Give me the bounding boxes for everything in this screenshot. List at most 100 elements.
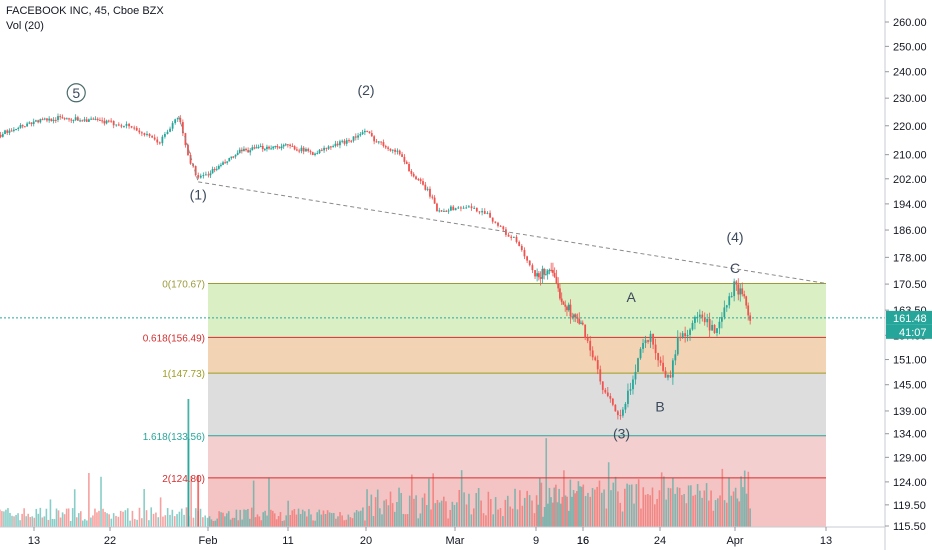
volume-bar (326, 510, 329, 527)
volume-bar (582, 484, 585, 527)
price-tick-label: 220.00 (893, 121, 927, 133)
volume-bar (660, 472, 663, 527)
volume-bar (482, 513, 485, 527)
candle-body (166, 131, 169, 135)
volume-bar (15, 515, 17, 527)
candle-body (571, 316, 574, 318)
volume-bar (11, 515, 13, 527)
candle-body (667, 374, 669, 378)
volume-bar (0, 509, 1, 527)
volume-bar (383, 500, 385, 527)
volume-bar (131, 510, 134, 527)
volume-bar (37, 513, 40, 527)
candle-body (489, 212, 491, 218)
candle-body (259, 145, 262, 148)
candle-body (382, 142, 385, 147)
volume-bar (75, 517, 78, 527)
candle-body (606, 392, 609, 396)
volume-bar (463, 492, 465, 527)
symbol-title: FACEBOOK INC, 45, Cboe BZX (6, 5, 164, 17)
candle-body (110, 120, 113, 122)
candle-body (526, 256, 529, 261)
candle-body (447, 210, 450, 212)
candle-body (706, 318, 709, 323)
candle-body (215, 168, 218, 170)
volume-bar (233, 517, 236, 527)
candle-body (255, 147, 258, 149)
price-tick-label: 151.00 (893, 355, 927, 367)
candle-body (741, 288, 744, 295)
candle-body (311, 152, 314, 155)
candle-body (443, 210, 445, 212)
time-tick-label: Feb (199, 535, 218, 547)
candle-body (85, 119, 88, 122)
volume-bar (178, 511, 181, 527)
volume-bar (143, 489, 145, 527)
candle-body (217, 165, 220, 169)
candle-body (624, 403, 627, 410)
volume-bar (430, 509, 432, 527)
candle-body (512, 236, 515, 238)
candle-body (213, 169, 216, 171)
volume-bar (535, 495, 538, 527)
candle-body (289, 144, 292, 146)
volume-bar (456, 502, 458, 527)
candle-body (236, 152, 239, 155)
candle-body (398, 150, 401, 155)
volume-bar (157, 517, 160, 527)
candle-body (334, 143, 337, 147)
volume-bar (687, 485, 690, 527)
price-tick-label: 210.00 (893, 150, 927, 162)
volume-bar (303, 511, 306, 527)
volume-bar (663, 476, 665, 527)
candle-body (148, 133, 151, 137)
volume-bar (190, 475, 192, 527)
candle-body (634, 371, 637, 380)
fib-level-label: 1.618(133.56) (143, 432, 205, 443)
candle-body (546, 270, 549, 275)
candle-body (657, 353, 660, 361)
candle-body (417, 179, 420, 181)
volume-bar (610, 490, 612, 527)
candle-body (644, 340, 647, 344)
volume-bar (268, 477, 270, 527)
volume-bar (148, 520, 150, 527)
candle-body (103, 120, 106, 124)
volume-bar (324, 514, 327, 527)
volume-bar (226, 513, 228, 527)
candle-body (562, 302, 565, 305)
candle-body (318, 149, 321, 154)
volume-bar (63, 514, 66, 527)
candle-body (251, 147, 254, 151)
volume-bar (419, 513, 422, 527)
volume-bar (100, 476, 102, 527)
candle-body (263, 149, 266, 151)
candle-body (253, 147, 256, 149)
candle-body (161, 136, 164, 144)
candle-body (567, 304, 570, 311)
candle-body (332, 146, 335, 148)
volume-bar (669, 488, 672, 527)
candle-body (329, 146, 332, 148)
volume-bar (88, 472, 90, 527)
candle-body (323, 147, 325, 151)
candle-body (507, 234, 510, 237)
last-price-tag (886, 310, 932, 325)
volume-bar (13, 516, 15, 527)
volume-bar (185, 507, 188, 527)
candle-body (686, 334, 689, 337)
volume-bar (337, 516, 339, 527)
volume-bar (637, 479, 640, 527)
volume-bar (192, 517, 195, 527)
candle-body (68, 118, 70, 120)
volume-bar (584, 495, 587, 527)
candle-body (272, 146, 275, 149)
price-tick-label: 240.00 (893, 67, 927, 79)
volume-bar (360, 510, 362, 527)
volume-bar (180, 508, 183, 527)
wave-label: (1) (190, 186, 207, 202)
candle-body (543, 268, 546, 275)
candle-body (325, 147, 328, 149)
candle-body (164, 134, 166, 137)
